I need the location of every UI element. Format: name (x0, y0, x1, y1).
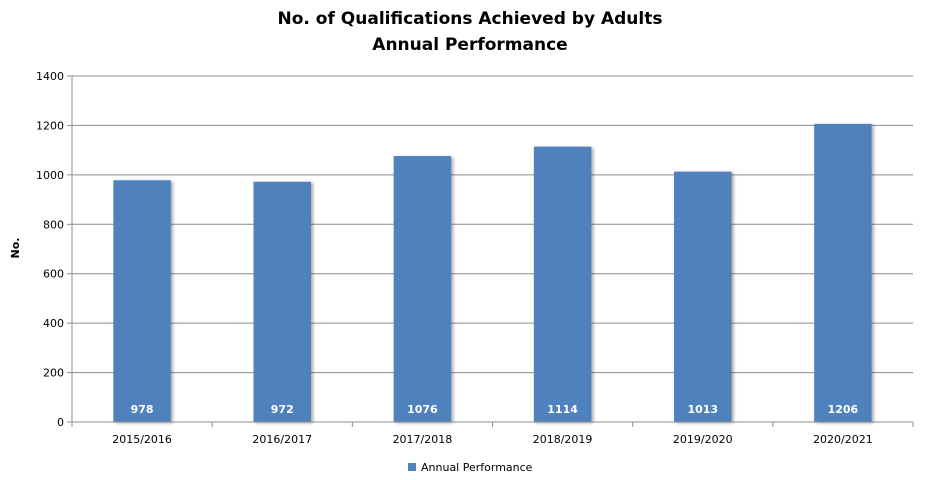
legend: Annual Performance (408, 461, 533, 474)
y-tick-label: 0 (57, 416, 64, 429)
legend-swatch (408, 463, 416, 471)
x-tick-label: 2018/2019 (533, 433, 593, 446)
bar (253, 181, 311, 422)
x-tick-label: 2017/2018 (393, 433, 453, 446)
y-axis-ticks: 0 200 400 600 800 1000 1200 1400 (36, 70, 72, 429)
y-tick-label: 600 (43, 268, 64, 281)
x-tick-label: 2015/2016 (112, 433, 172, 446)
data-label: 1013 (687, 403, 718, 416)
bar (674, 171, 732, 422)
data-label: 972 (271, 403, 294, 416)
y-axis-title: No. (9, 238, 22, 259)
chart-title: No. of Qualifications Achieved by Adults (278, 9, 663, 29)
bars: 978 972 1076 1114 1013 1206 (113, 123, 872, 423)
gridlines (72, 75, 913, 374)
legend-label: Annual Performance (421, 461, 533, 474)
bar (113, 180, 171, 422)
data-label: 1076 (407, 403, 438, 416)
y-tick-label: 1400 (36, 70, 64, 83)
data-label: 978 (131, 403, 154, 416)
y-tick-label: 1000 (36, 169, 64, 182)
data-label: 1206 (828, 403, 859, 416)
x-axis-ticks: 2015/2016 2016/2017 2017/2018 2018/2019 2019… (71, 422, 914, 446)
data-label: 1114 (547, 403, 578, 416)
y-tick-label: 800 (43, 218, 64, 231)
chart-subtitle: Annual Performance (372, 35, 567, 55)
y-tick-label: 200 (43, 367, 64, 380)
y-tick-label: 400 (43, 317, 64, 330)
bar (393, 156, 452, 422)
y-tick-label: 1200 (36, 119, 64, 132)
x-tick-label: 2020/2021 (813, 433, 873, 446)
bar (533, 146, 592, 422)
x-tick-label: 2016/2017 (252, 433, 312, 446)
x-tick-label: 2019/2020 (673, 433, 733, 446)
bar (814, 123, 872, 423)
